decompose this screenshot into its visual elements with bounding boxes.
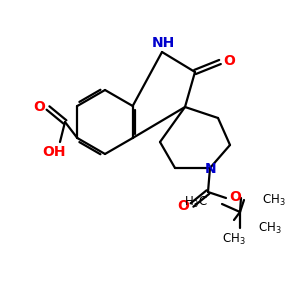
Text: NH: NH: [152, 36, 175, 50]
Text: CH$_3$: CH$_3$: [262, 193, 286, 208]
Text: H$_3$C: H$_3$C: [184, 194, 208, 209]
Text: O: O: [177, 199, 189, 213]
Text: O: O: [229, 190, 241, 204]
Text: CH$_3$: CH$_3$: [222, 232, 246, 247]
Text: CH$_3$: CH$_3$: [258, 220, 282, 236]
Text: OH: OH: [42, 145, 66, 159]
Text: N: N: [205, 162, 217, 176]
Text: O: O: [223, 54, 235, 68]
Text: O: O: [33, 100, 45, 114]
